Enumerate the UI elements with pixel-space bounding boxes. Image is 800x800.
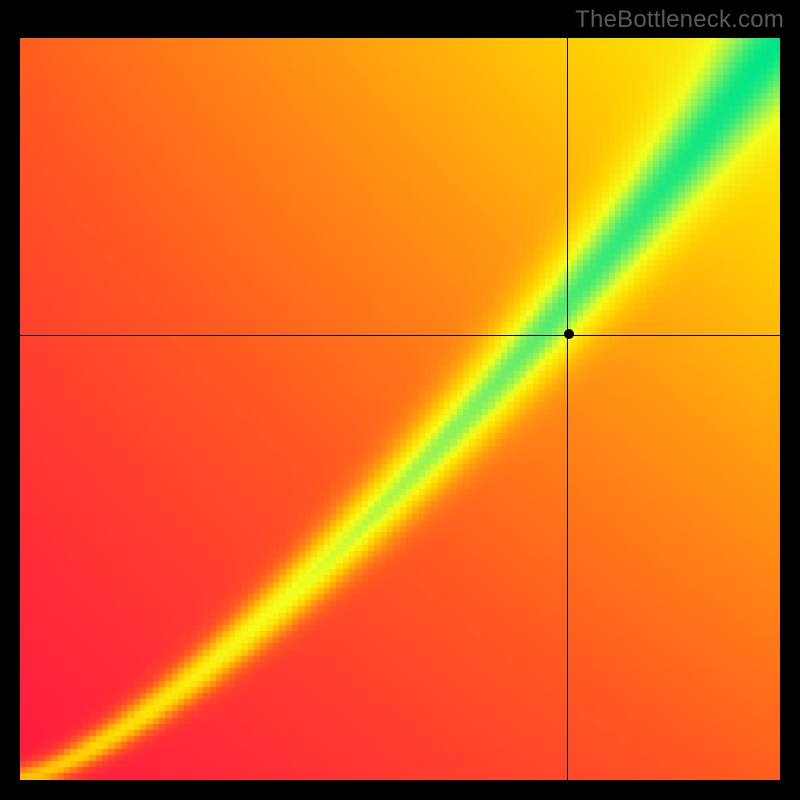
crosshair-vertical	[567, 38, 568, 780]
heatmap-canvas	[20, 38, 780, 780]
watermark-text: TheBottleneck.com	[575, 6, 784, 34]
chart-container: TheBottleneck.com	[0, 0, 800, 800]
plot-area	[20, 38, 780, 780]
crosshair-horizontal	[20, 335, 780, 336]
crosshair-marker-dot	[564, 329, 574, 339]
